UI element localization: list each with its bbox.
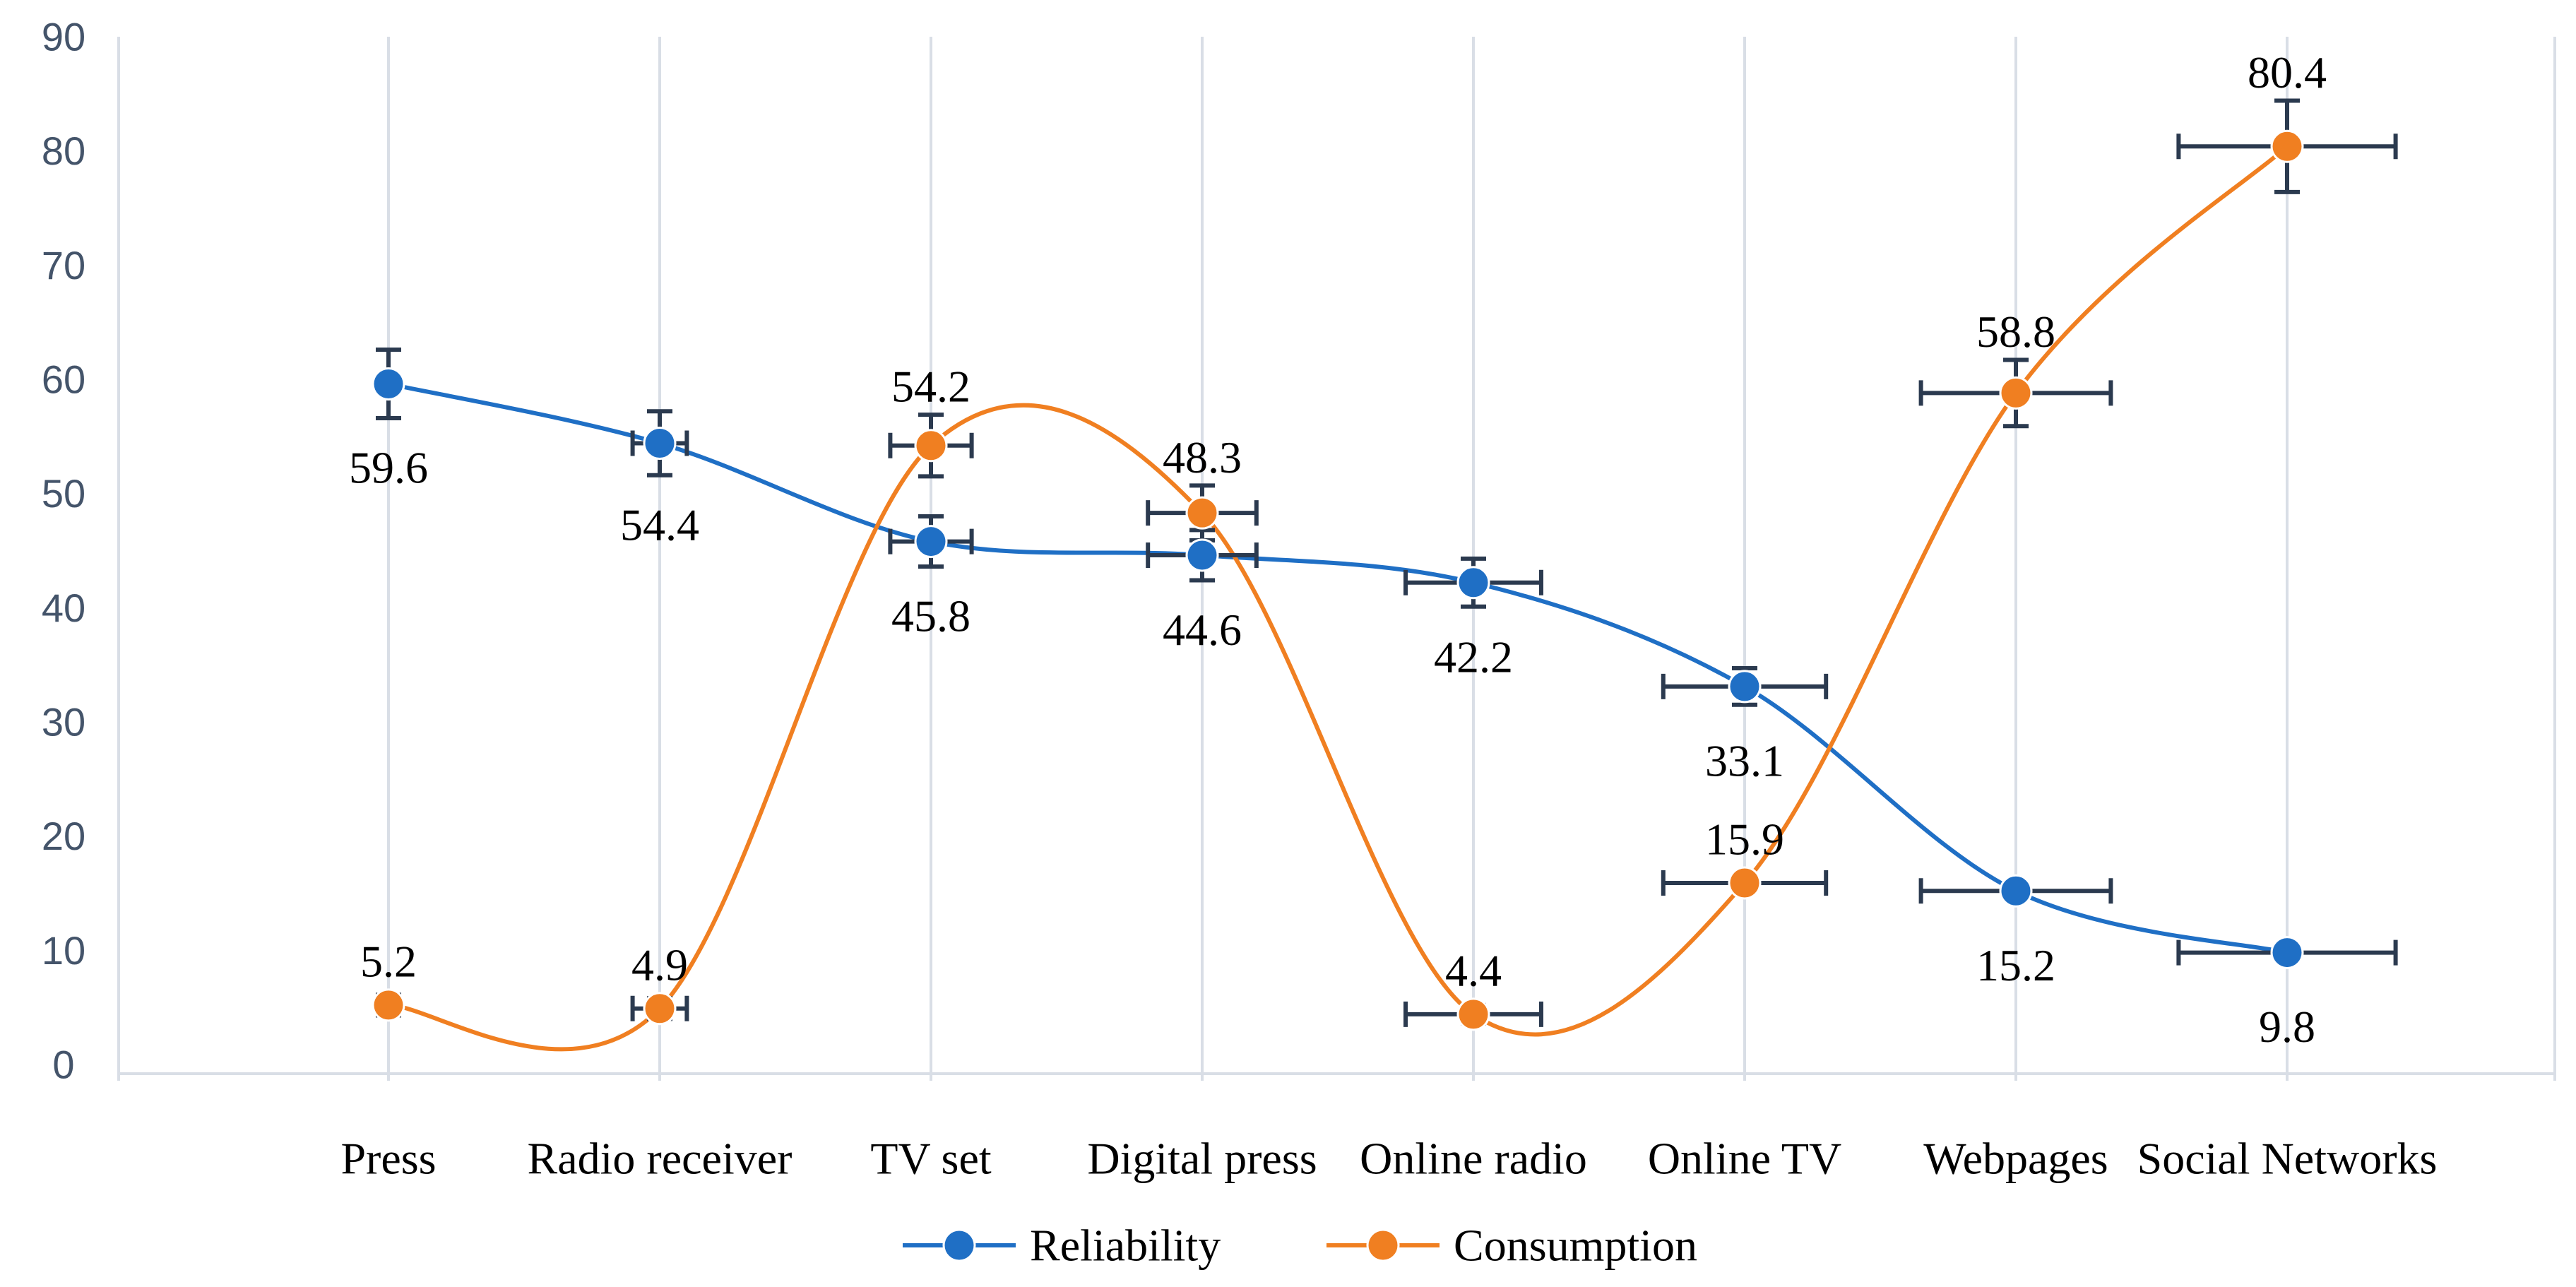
data-point-reliability — [2270, 936, 2304, 970]
data-point-reliability — [643, 427, 677, 461]
data-point-reliability — [1185, 538, 1219, 572]
x-tick-label: Radio receiver — [528, 1134, 793, 1184]
data-label-consumption: 54.2 — [891, 362, 971, 412]
data-label-consumption: 5.2 — [360, 936, 417, 986]
data-label-consumption: 58.8 — [1976, 307, 2055, 357]
data-point-consumption — [372, 988, 405, 1022]
legend: Reliability Consumption — [903, 1221, 1697, 1271]
x-tick-label: Online TV — [1648, 1134, 1841, 1184]
x-tick-label: Digital press — [1087, 1134, 1317, 1184]
data-point-consumption — [1999, 376, 2033, 410]
data-label-reliability: 9.8 — [2259, 1002, 2315, 1052]
data-label-consumption: 4.4 — [1445, 945, 1502, 995]
data-label-reliability: 33.1 — [1705, 735, 1784, 785]
data-label-reliability: 59.6 — [349, 442, 428, 492]
gridlines — [117, 37, 2556, 1081]
y-tick-label: 40 — [42, 586, 85, 630]
data-point-reliability — [372, 367, 405, 401]
data-label-reliability: 54.4 — [620, 499, 699, 550]
y-tick-label: 70 — [42, 243, 85, 287]
x-tick-label: Social Networks — [2137, 1134, 2438, 1184]
y-tick-label: 30 — [42, 700, 85, 745]
data-label-consumption: 4.9 — [631, 939, 688, 990]
axes: 0 10 20 30 40 50 60 70 80 90 Press Radio receiver TV… — [42, 15, 2555, 1184]
legend-marker — [1366, 1228, 1400, 1262]
data-label-consumption: 15.9 — [1705, 814, 1784, 864]
data-point-consumption — [2270, 129, 2304, 163]
legend-item-consumption: Consumption — [1326, 1221, 1697, 1271]
data-point-consumption — [1185, 496, 1219, 530]
data-labels: 59.6 54.4 45.8 44.6 42.2 33.1 15.2 9.8 5.2 4.9 54.… — [349, 47, 2327, 1052]
data-label-consumption: 80.4 — [2248, 47, 2327, 97]
data-point-consumption — [1456, 997, 1490, 1031]
y-tick-label: 50 — [42, 471, 85, 516]
x-tick-label: TV set — [870, 1134, 991, 1184]
legend-label: Consumption — [1454, 1221, 1697, 1271]
x-tick-label: Webpages — [1923, 1134, 2108, 1184]
y-tick-label: 20 — [42, 814, 85, 858]
data-point-reliability — [1999, 874, 2033, 908]
data-label-consumption: 48.3 — [1163, 432, 1242, 482]
data-label-reliability: 44.6 — [1163, 605, 1242, 655]
data-label-reliability: 15.2 — [1976, 940, 2055, 990]
legend-item-reliability: Reliability — [903, 1221, 1221, 1271]
series-line-reliability — [388, 381, 2288, 955]
y-tick-label: 90 — [42, 15, 85, 59]
data-point-consumption — [914, 429, 948, 463]
x-tick-label: Online radio — [1360, 1134, 1587, 1184]
legend-marker — [942, 1228, 976, 1262]
y-tick-label: 80 — [42, 129, 85, 173]
data-label-reliability: 45.8 — [891, 591, 971, 641]
legend-label: Reliability — [1030, 1221, 1221, 1271]
series-lines — [388, 144, 2289, 1052]
y-tick-label: 10 — [42, 928, 85, 973]
y-tick-label: 60 — [42, 357, 85, 402]
data-point-reliability — [914, 525, 948, 559]
y-tick-label: 0 — [52, 1043, 74, 1087]
data-point-consumption — [1728, 866, 1762, 900]
data-point-consumption — [643, 992, 677, 1026]
series-line-consumption — [388, 144, 2289, 1052]
data-points — [372, 129, 2304, 1031]
data-label-reliability: 42.2 — [1434, 631, 1513, 682]
x-tick-label: Press — [340, 1134, 436, 1184]
data-point-reliability — [1456, 566, 1490, 600]
data-point-reliability — [1728, 670, 1762, 704]
